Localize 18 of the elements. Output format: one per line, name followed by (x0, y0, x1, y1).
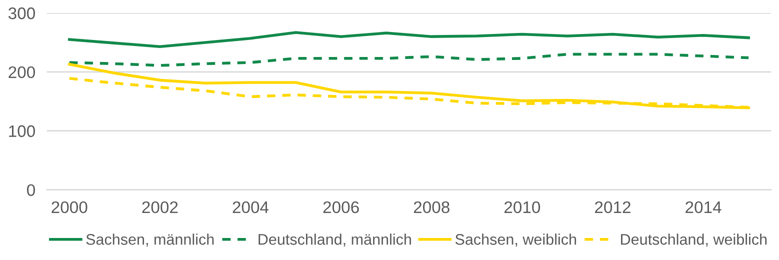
x-tick-label: 2000 (52, 201, 88, 214)
x-tick-label: 2004 (232, 201, 269, 214)
legend-label: Deutschland, männlich (258, 234, 411, 247)
line-series (68, 52, 750, 67)
x-tick-label: 2008 (414, 201, 450, 214)
x-tick-label: 2002 (142, 201, 178, 214)
line-series (68, 31, 750, 48)
y-tick-label: 100 (9, 125, 35, 138)
x-tick-label: 2014 (686, 201, 722, 214)
y-tick-label: 300 (8, 7, 35, 20)
x-tick-label: 2010 (504, 201, 540, 214)
y-tick-label: 200 (8, 66, 35, 78)
x-tick-label: 2006 (323, 201, 359, 214)
x-tick-label: 2012 (595, 201, 630, 214)
legend-label: Deutschland, weiblich (621, 234, 767, 247)
y-tick-label: 0 (27, 184, 35, 196)
legend-label: Sachsen, weiblich (455, 234, 576, 247)
legend-label: Sachsen, männlich (86, 234, 214, 247)
